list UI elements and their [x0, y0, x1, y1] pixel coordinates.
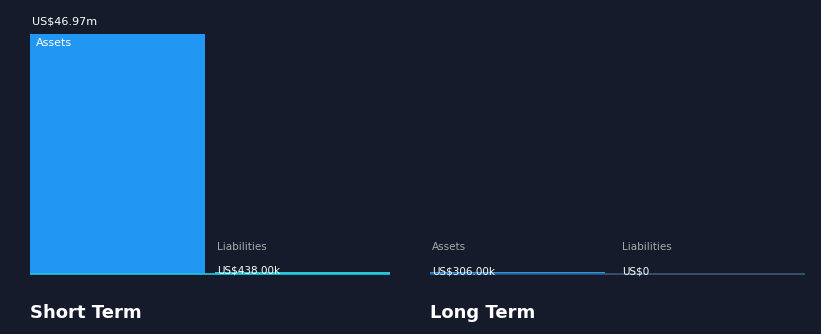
Bar [215, 272, 390, 274]
Text: US$46.97m: US$46.97m [32, 16, 97, 26]
Text: Liabilities: Liabilities [217, 242, 267, 252]
Text: US$0: US$0 [622, 266, 649, 276]
Bar [30, 34, 205, 274]
Text: Assets: Assets [432, 242, 466, 252]
Bar [430, 272, 605, 274]
Text: Liabilities: Liabilities [622, 242, 672, 252]
Text: US$306.00k: US$306.00k [432, 266, 495, 276]
Text: US$438.00k: US$438.00k [217, 266, 280, 276]
Text: Assets: Assets [36, 38, 72, 48]
Text: Short Term: Short Term [30, 304, 142, 322]
Text: Long Term: Long Term [430, 304, 535, 322]
